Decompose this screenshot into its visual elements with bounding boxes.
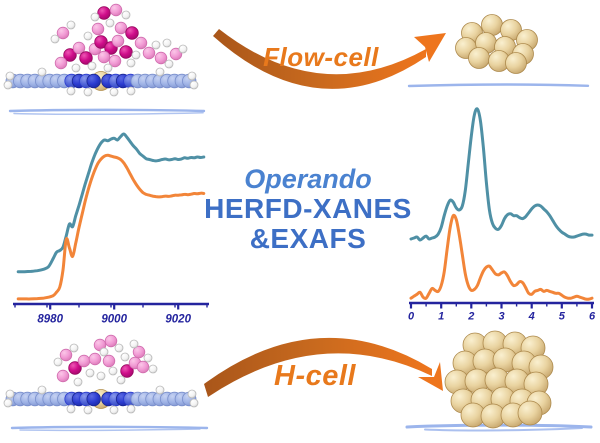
- molecule-top-left: [3, 3, 199, 97]
- axis-tick-label: 4: [528, 311, 535, 323]
- axis-tick-label: 1: [438, 311, 444, 323]
- operando-label: Operando: [244, 164, 372, 194]
- support-line-bottom-left: [10, 425, 209, 430]
- support-line-top-left-echo: [13, 112, 204, 116]
- axis-tick-label: 9000: [101, 313, 127, 325]
- h-cell-arrow-body: [204, 337, 432, 397]
- exafs-chart: 0 1 2 3 4 5 6: [408, 107, 596, 323]
- support-line-bottom-left-echo: [19, 428, 201, 432]
- axis-tick-label: 2: [467, 311, 474, 323]
- h-cell-arrow-head: [418, 362, 443, 391]
- flow-cell-arrow-head: [414, 33, 446, 62]
- flow-cell-arrow: [213, 29, 446, 89]
- axis-tick-label: 3: [498, 311, 504, 323]
- support-line-top-right: [407, 83, 590, 88]
- molecule-bottom-left: [3, 334, 199, 415]
- nanoparticle-large: [444, 330, 554, 429]
- axis-tick-label: 5: [559, 311, 566, 323]
- title-block: Operando HERFD-XANES &EXAFS: [183, 164, 433, 254]
- axis-tick-label: 0: [408, 311, 415, 323]
- xanes-chart: 8980 9000 9020: [13, 132, 209, 325]
- nanoparticle-small: [455, 14, 538, 74]
- axis-tick-label: 9020: [165, 313, 191, 325]
- support-line-top-left: [8, 108, 206, 113]
- technique-label-line2: &EXAFS: [249, 223, 367, 254]
- axis-tick-label: 6: [589, 311, 596, 323]
- support-line-bottom-right-echo: [424, 427, 583, 432]
- axis-tick-label: 8980: [37, 313, 63, 325]
- technique-label-line1: HERFD-XANES: [204, 193, 412, 224]
- h-cell-arrow: [204, 337, 443, 397]
- flow-cell-arrow-body: [213, 29, 426, 89]
